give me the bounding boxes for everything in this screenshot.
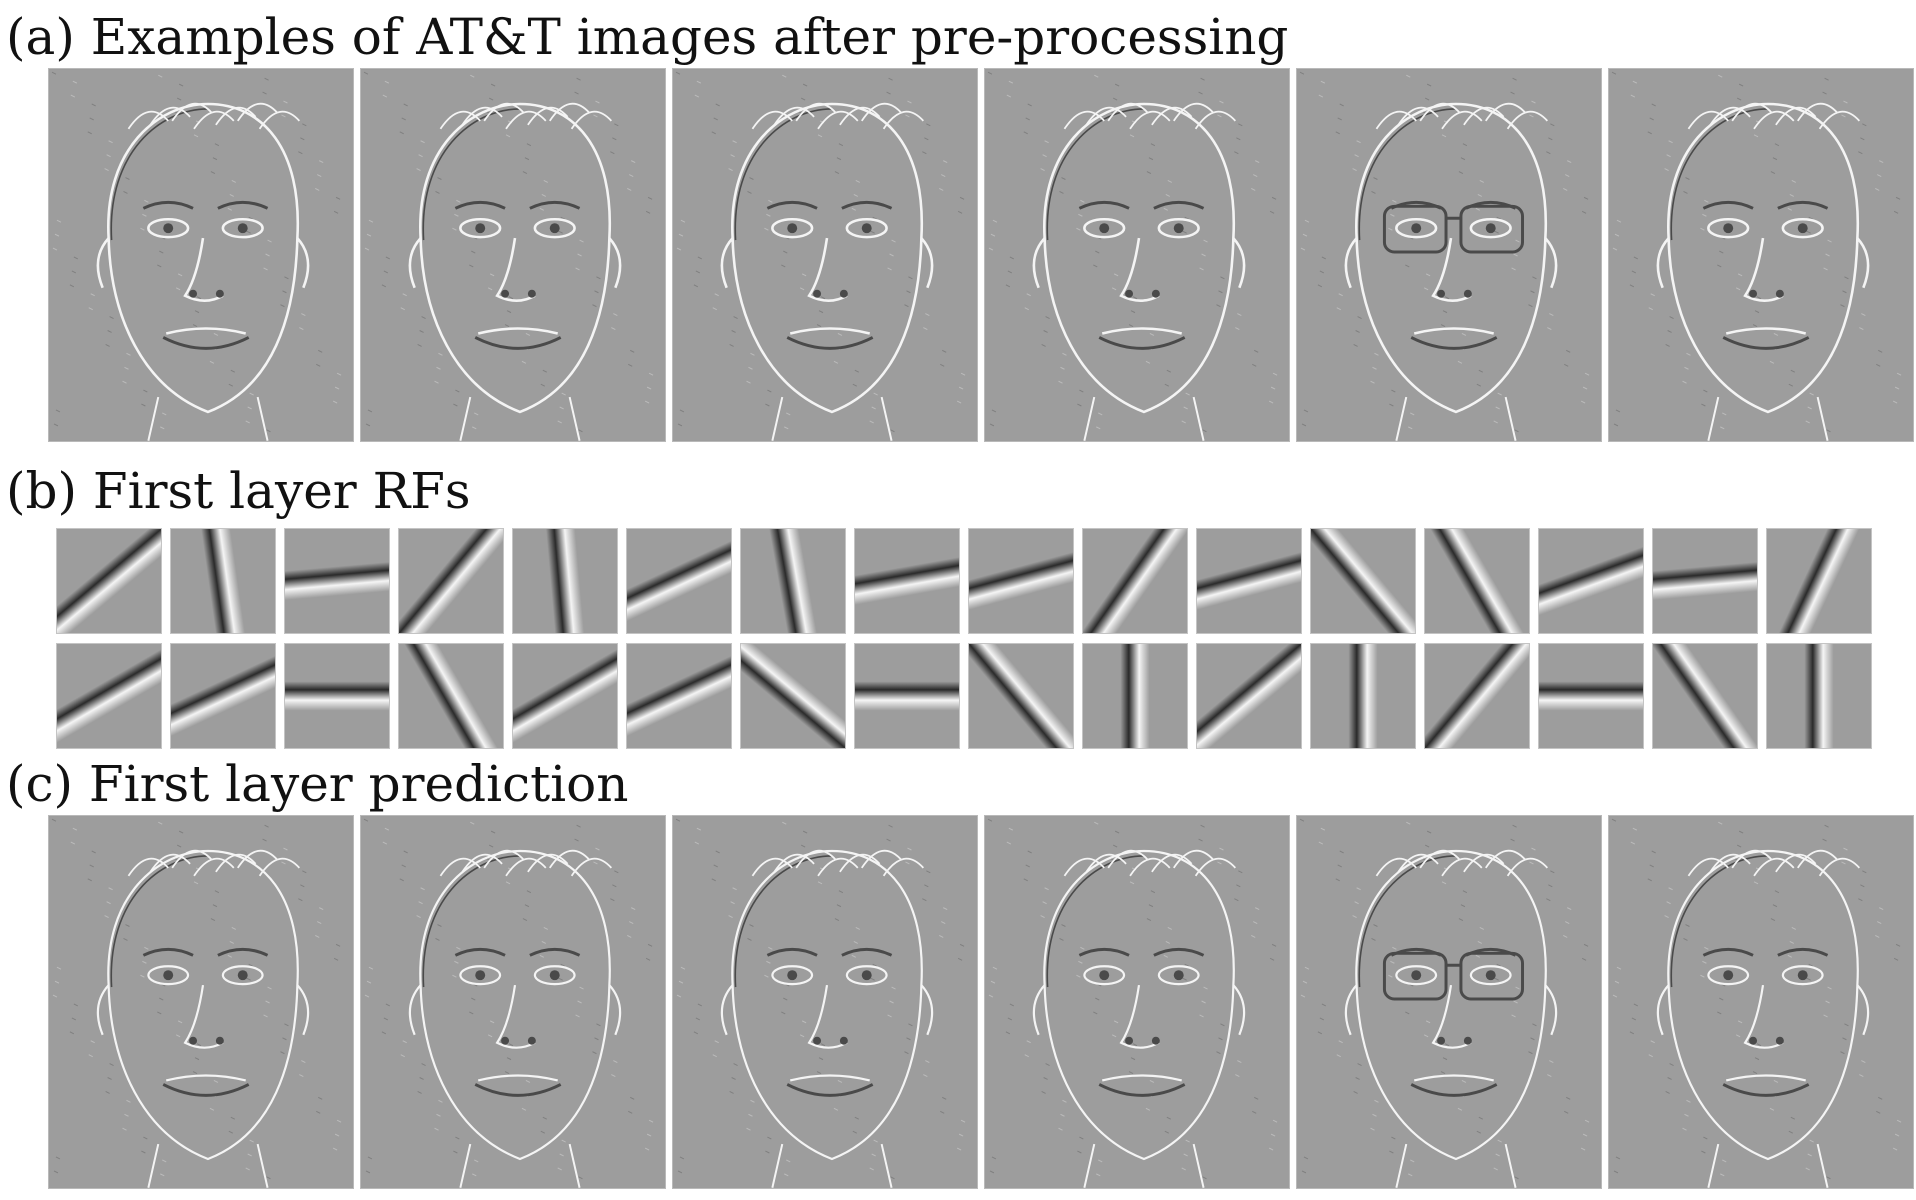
prediction-face-6 <box>1608 815 1914 1189</box>
prediction-face-4 <box>984 815 1290 1189</box>
receptive-field-r2-11 <box>1196 643 1302 749</box>
receptive-field-r2-12 <box>1310 643 1416 749</box>
receptive-field-r1-2 <box>170 528 276 634</box>
receptive-field-r2-1 <box>56 643 162 749</box>
preprocessed-face-3 <box>672 68 978 442</box>
preprocessed-face-6 <box>1608 68 1914 442</box>
receptive-field-r2-7 <box>740 643 846 749</box>
receptive-field-row-2 <box>56 643 1872 749</box>
receptive-field-r1-11 <box>1196 528 1302 634</box>
receptive-field-r2-14 <box>1538 643 1644 749</box>
receptive-field-r1-13 <box>1424 528 1530 634</box>
receptive-field-r1-8 <box>854 528 960 634</box>
receptive-field-r1-10 <box>1082 528 1188 634</box>
panel-c-title: (c) First layer prediction <box>6 755 629 813</box>
receptive-field-r1-15 <box>1652 528 1758 634</box>
receptive-field-r2-15 <box>1652 643 1758 749</box>
receptive-field-r2-3 <box>284 643 390 749</box>
receptive-field-r1-9 <box>968 528 1074 634</box>
receptive-field-r2-13 <box>1424 643 1530 749</box>
panel-b-title: (b) First layer RFs <box>6 462 471 520</box>
receptive-field-r1-14 <box>1538 528 1644 634</box>
receptive-field-r2-6 <box>626 643 732 749</box>
receptive-field-r1-4 <box>398 528 504 634</box>
receptive-field-r2-9 <box>968 643 1074 749</box>
prediction-face-1 <box>48 815 354 1189</box>
receptive-field-r2-5 <box>512 643 618 749</box>
receptive-field-r2-16 <box>1766 643 1872 749</box>
receptive-field-r1-3 <box>284 528 390 634</box>
receptive-field-r1-1 <box>56 528 162 634</box>
receptive-field-r2-4 <box>398 643 504 749</box>
receptive-field-r2-2 <box>170 643 276 749</box>
preprocessed-face-4 <box>984 68 1290 442</box>
prediction-face-3 <box>672 815 978 1189</box>
preprocessed-face-2 <box>360 68 666 442</box>
prediction-face-2 <box>360 815 666 1189</box>
receptive-field-r1-12 <box>1310 528 1416 634</box>
receptive-field-r2-10 <box>1082 643 1188 749</box>
preprocessed-face-1 <box>48 68 354 442</box>
receptive-field-r1-16 <box>1766 528 1872 634</box>
prediction-faces-row <box>48 815 1914 1189</box>
receptive-field-r1-6 <box>626 528 732 634</box>
panel-a-title: (a) Examples of AT&T images after pre-pr… <box>6 8 1289 66</box>
receptive-field-r1-7 <box>740 528 846 634</box>
receptive-field-row-1 <box>56 528 1872 634</box>
preprocessed-face-5 <box>1296 68 1602 442</box>
preprocessed-faces-row <box>48 68 1914 442</box>
receptive-field-r1-5 <box>512 528 618 634</box>
prediction-face-5 <box>1296 815 1602 1189</box>
receptive-field-r2-8 <box>854 643 960 749</box>
